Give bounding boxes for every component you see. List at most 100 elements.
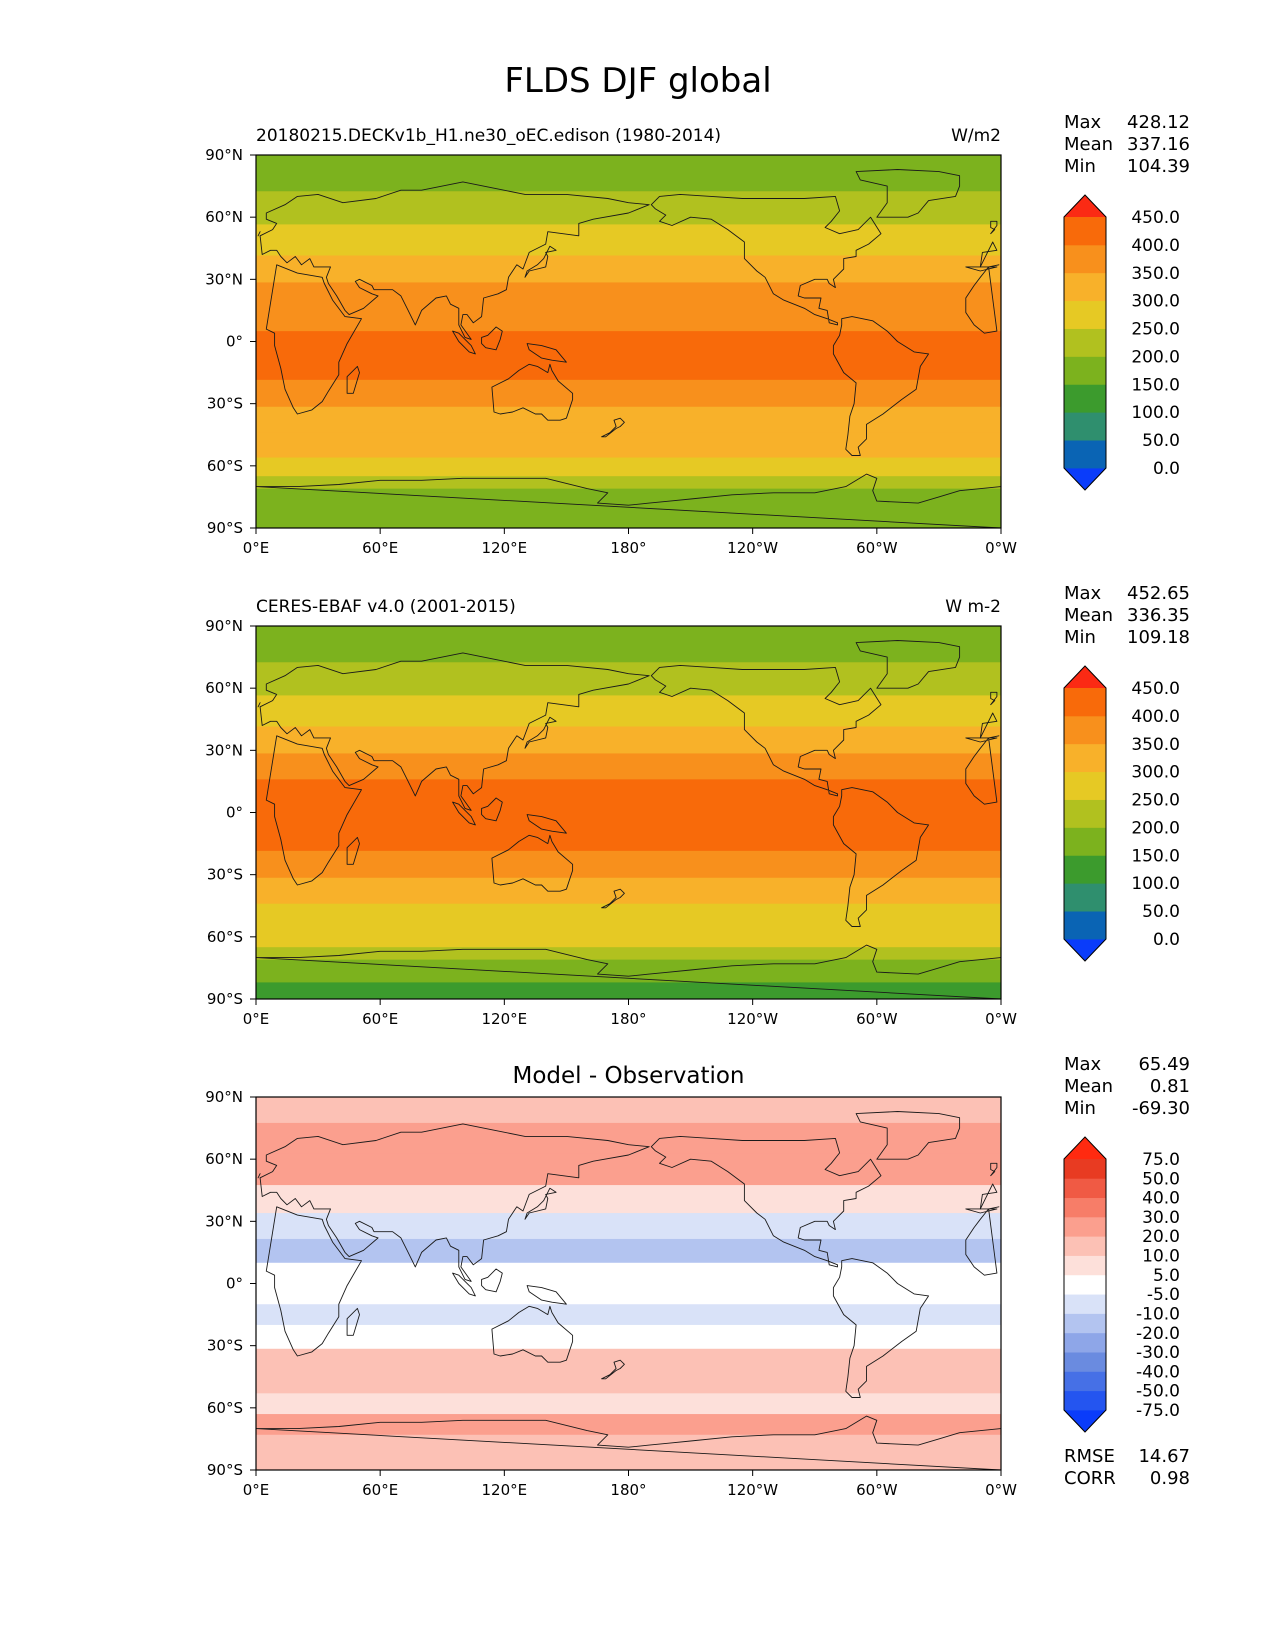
colorbar: 0.0 50.0 100.0 150.0 200.0 250.0 300.0 350.0 400… (1063, 665, 1180, 962)
latitude-band (256, 488, 1001, 512)
lon-tick-label: 120°E (482, 1481, 528, 1499)
latitude-band (256, 903, 1001, 930)
colorbar-segment (1064, 1178, 1106, 1199)
stat-label: RMSE (1064, 1446, 1115, 1467)
latitude-band (256, 331, 1001, 355)
lat-tick-label: 60°S (207, 928, 243, 946)
latitude-band (256, 1457, 1001, 1470)
colorbar-extend-bottom (1064, 1410, 1106, 1432)
lon-tick-label: 120°E (482, 1010, 528, 1028)
figure-title: FLDS DJF global (504, 61, 771, 101)
latitude-band (256, 947, 1001, 961)
colorbar-tick-label: -75.0 (1136, 1401, 1180, 1421)
colorbar-segment (1064, 911, 1106, 940)
lon-tick-label: 60°W (856, 1010, 898, 1028)
lat-tick-label: 0° (226, 804, 243, 822)
lon-tick-label: 120°E (482, 539, 528, 557)
colorbar-outline (1063, 194, 1107, 491)
coastline-southamerica (832, 1258, 930, 1398)
colorbar-segment (1064, 799, 1106, 828)
colorbar-segment (1064, 715, 1106, 745)
coastline-borneo (481, 1268, 503, 1293)
colorbar-segment (1064, 1371, 1106, 1392)
lat-tick-label: 30°N (205, 270, 243, 288)
coastline-eurasia (259, 652, 1000, 811)
stat-label: Max (1064, 583, 1102, 604)
colorbar-tick-label: 150.0 (1131, 375, 1180, 395)
colorbar-segment (1064, 300, 1106, 329)
map-field (256, 155, 1001, 528)
latitude-band (256, 1348, 1001, 1374)
stat-label: CORR (1064, 1468, 1116, 1489)
latitude-band (256, 779, 1001, 803)
colorbar-extend-top (1064, 666, 1106, 688)
coastline-borneo (481, 326, 503, 351)
lat-tick-label: 60°S (207, 1399, 243, 1417)
lat-tick-label: 90°N (205, 617, 243, 635)
stat-label: Mean (1064, 134, 1113, 155)
colorbar-tick-label: 300.0 (1131, 292, 1180, 312)
latitude-band (256, 1262, 1001, 1284)
latitude-band (256, 802, 1001, 826)
latitude-band (256, 511, 1001, 528)
stat-label: Min (1064, 1098, 1096, 1119)
latitude-band (256, 850, 1001, 879)
latitude-band (256, 1097, 1001, 1124)
latitude-band (256, 928, 1001, 948)
lon-tick-label: 0°E (243, 539, 270, 557)
colorbar: -75.0-50.0-40.0-30.0-20.0-10.0-5.05.010.… (1063, 1136, 1180, 1433)
coastline-sumatra (452, 330, 476, 355)
coastline-antarctica (256, 473, 1001, 528)
colorbar-segment (1064, 827, 1106, 856)
lat-tick-label: 90°S (207, 990, 243, 1008)
latitude-band (256, 1434, 1001, 1459)
coastline-africa (265, 735, 998, 886)
colorbar-segment (1064, 1159, 1106, 1179)
lat-tick-label: 30°S (207, 1337, 243, 1355)
latitude-band (256, 191, 1001, 225)
stat-label: Min (1064, 156, 1096, 177)
colorbar-tick-label: -10.0 (1136, 1304, 1180, 1324)
colorbar-tick-label: 100.0 (1131, 403, 1180, 423)
latitude-band (256, 224, 1001, 257)
latitude-band (256, 1372, 1001, 1394)
colorbar-tick-label: -30.0 (1136, 1343, 1180, 1363)
colorbar-tick-label: 10.0 (1142, 1247, 1180, 1267)
coastline-antarctica (256, 944, 1001, 999)
coastline-southamerica (832, 316, 930, 456)
colorbar-segment (1064, 771, 1106, 800)
colorbar-segment (1064, 328, 1106, 357)
colorbar-tick-label: 250.0 (1131, 320, 1180, 340)
stat-value: 109.18 (1127, 627, 1190, 648)
coastline-australia (491, 834, 574, 892)
latitude-band (256, 626, 1001, 663)
coastline-northamerica (650, 1135, 882, 1268)
coastline-japan (524, 245, 557, 278)
panel-title-left: 20180215.DECKv1b_H1.ne30_oEC.edison (198… (256, 126, 721, 146)
colorbar-segment (1064, 412, 1106, 441)
latitude-band (256, 695, 1001, 728)
stats-block: Max 428.12 Mean 337.16 Min 104.39 (1064, 112, 1190, 177)
lat-tick-label: 0° (226, 1275, 243, 1293)
latitude-band (256, 1304, 1001, 1326)
lat-tick-label: 30°S (207, 395, 243, 413)
colorbar-tick-label: 150.0 (1131, 846, 1180, 866)
colorbar-tick-label: 75.0 (1142, 1150, 1180, 1170)
latitude-band (256, 824, 1001, 852)
coastline-newzealand (601, 417, 625, 438)
colorbar-tick-label: 450.0 (1131, 679, 1180, 699)
stat-label: Mean (1064, 1076, 1113, 1097)
stat-value: 452.65 (1127, 583, 1190, 604)
lon-tick-label: 60°E (362, 1010, 398, 1028)
latitude-band (256, 406, 1001, 434)
coastline-borneo (481, 797, 503, 822)
colorbar-segment (1064, 1313, 1106, 1334)
coastline-northamerica (650, 664, 882, 797)
lon-tick-label: 60°E (362, 539, 398, 557)
latitude-band (256, 476, 1001, 490)
stat-value: 14.67 (1138, 1446, 1190, 1467)
lon-tick-label: 60°W (856, 1481, 898, 1499)
map-panel-model: 20180215.DECKv1b_H1.ne30_oEC.edison (198… (205, 126, 1017, 557)
coastline-northamerica (650, 193, 882, 326)
latitude-band (256, 726, 1001, 754)
